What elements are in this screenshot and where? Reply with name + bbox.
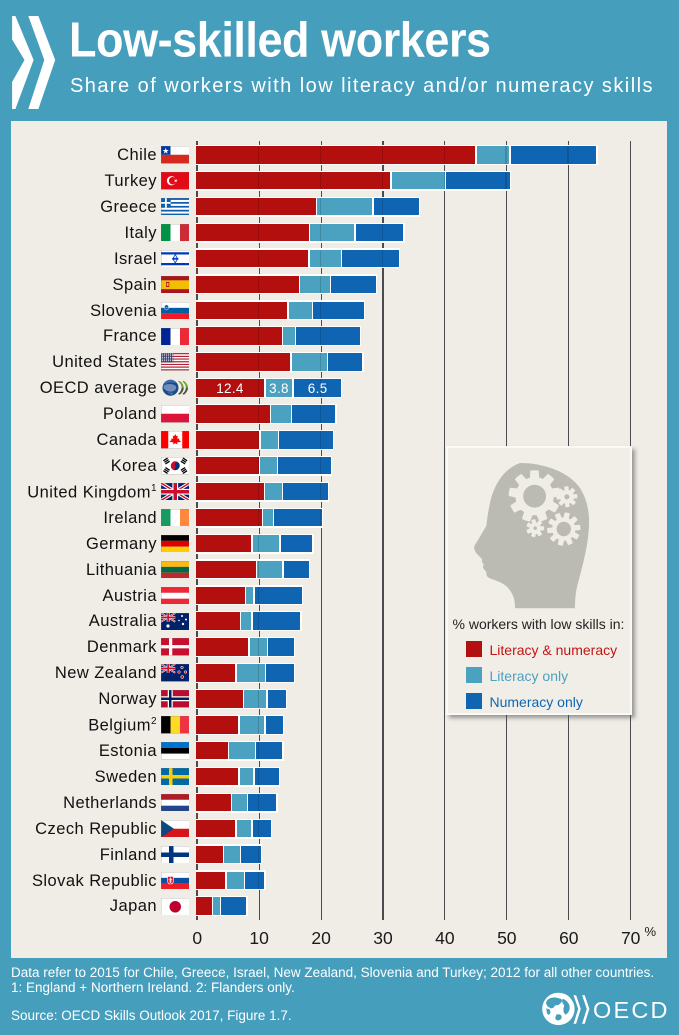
svg-text:OECD: OECD [593, 997, 670, 1023]
